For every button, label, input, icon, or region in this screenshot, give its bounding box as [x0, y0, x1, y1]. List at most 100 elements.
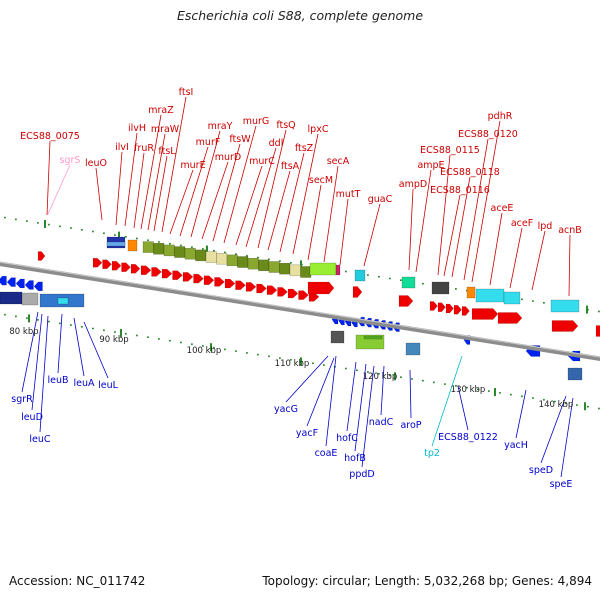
feature-block — [226, 254, 238, 267]
leader-line — [361, 365, 375, 468]
dotted-guide — [202, 345, 204, 347]
forward-gene-label: pdhR — [488, 111, 513, 122]
forward-gene-label: acnB — [558, 225, 582, 236]
dotted-guide — [81, 228, 83, 231]
forward-gene-label: lpd — [538, 221, 553, 232]
feature-block — [216, 252, 228, 265]
leader-line — [21, 311, 39, 393]
guide-mark — [120, 328, 122, 337]
dotted-guide — [224, 251, 226, 254]
forward-arrow — [214, 277, 225, 287]
reverse-gene-label: leuC — [29, 434, 51, 445]
dotted-guide — [92, 327, 94, 330]
dotted-guide — [103, 329, 105, 332]
forward-gene-label: ftsA — [281, 161, 300, 172]
dotted-guide — [26, 317, 28, 319]
dotted-guide — [202, 248, 204, 250]
forward-arrow — [182, 272, 194, 282]
forward-gene-label: ECS88_0120 — [458, 129, 518, 140]
leader-line — [279, 152, 305, 253]
gene-labels: ECS88_0075 sgrS leuO ilvI ilvH fruR mraZ mraW ft… — [11, 87, 582, 490]
leader-line — [212, 143, 241, 242]
guide-mark — [584, 402, 586, 411]
feature-block — [289, 264, 301, 277]
forward-arrow — [140, 265, 152, 275]
forward-gene-label: ampE — [417, 160, 444, 171]
forward-gene-label: secM — [309, 175, 333, 186]
leader-line — [267, 170, 291, 251]
dotted-guide — [180, 244, 182, 247]
scale-ticks: 80 kbp 90 kbp 100 kbp 110 kbp 120 kbp 130 kbp… — [9, 327, 573, 410]
dotted-guide — [114, 234, 116, 236]
forward-arrow — [551, 320, 579, 332]
feature-block — [567, 367, 583, 381]
dotted-guide — [554, 400, 556, 403]
forward-arrow — [471, 308, 499, 320]
leader-line — [380, 365, 385, 416]
leader-line — [31, 313, 43, 411]
guide-mark — [206, 245, 208, 254]
feature-block — [475, 288, 505, 303]
dotted-guide — [114, 331, 116, 333]
forward-gene-label: murF — [196, 137, 221, 148]
forward-gene-label: leuO — [85, 158, 107, 169]
forward-gene-label: ECS88_0115 — [420, 145, 480, 156]
reverse-arrow — [24, 280, 34, 290]
dotted-guide — [345, 367, 347, 370]
dotted-guide — [312, 362, 314, 365]
leader-line — [339, 198, 349, 266]
scale-tick-label: 90 kbp — [99, 335, 128, 345]
dotted-guide — [169, 339, 171, 342]
leader-line — [95, 167, 103, 221]
leader-line — [179, 146, 209, 237]
forward-arrow — [193, 273, 204, 284]
leader-line — [235, 165, 263, 246]
leader-line — [292, 133, 319, 255]
backbone — [0, 261, 600, 361]
leader-line — [540, 395, 567, 464]
forward-gene-label: mraW — [151, 124, 180, 135]
guide-mark — [28, 314, 30, 323]
forward-gene-label: aceF — [511, 218, 533, 229]
dotted-guide — [279, 260, 281, 262]
reverse-gene-label: speD — [529, 465, 553, 476]
dotted-guide — [279, 357, 281, 359]
feature-block — [195, 249, 207, 262]
forward-arrow — [256, 283, 267, 294]
forward-gene-label: ECS88_0075 — [20, 131, 80, 142]
dotted-guide — [400, 279, 402, 281]
dotted-guide — [477, 388, 479, 391]
dotted-guide — [136, 237, 138, 240]
leader-line — [568, 234, 571, 297]
forward-arrow — [266, 285, 278, 295]
dotted-guide — [587, 405, 589, 408]
reverse-gene-label: leuB — [47, 375, 68, 386]
feature-block — [184, 247, 196, 260]
leader-line — [325, 355, 337, 447]
leader-line — [57, 313, 63, 374]
leader-line — [47, 164, 71, 215]
leader-line — [451, 176, 471, 278]
feature-block — [142, 241, 154, 253]
dotted-guide — [455, 385, 457, 387]
feature-block — [466, 286, 476, 299]
feature-block — [309, 262, 337, 276]
dotted-guide — [356, 369, 358, 372]
dotted-guide — [444, 383, 446, 385]
leader-line — [509, 227, 523, 289]
dotted-guide — [15, 218, 17, 221]
dotted-guide — [499, 392, 501, 394]
scale-tick-label: 120 kbp — [363, 372, 398, 382]
forward-gene-label: guaC — [368, 194, 393, 205]
feature-block — [153, 243, 165, 255]
leader-line — [39, 315, 49, 433]
forward-gene-label: ilvH — [128, 123, 146, 134]
feature-block — [354, 269, 366, 282]
reverse-arrow — [0, 275, 7, 286]
forward-gene-label: ilvI — [115, 142, 129, 153]
feature-block — [237, 256, 249, 268]
feature-block — [247, 257, 259, 270]
forward-arrow — [277, 287, 288, 297]
dotted-guide — [246, 352, 248, 354]
